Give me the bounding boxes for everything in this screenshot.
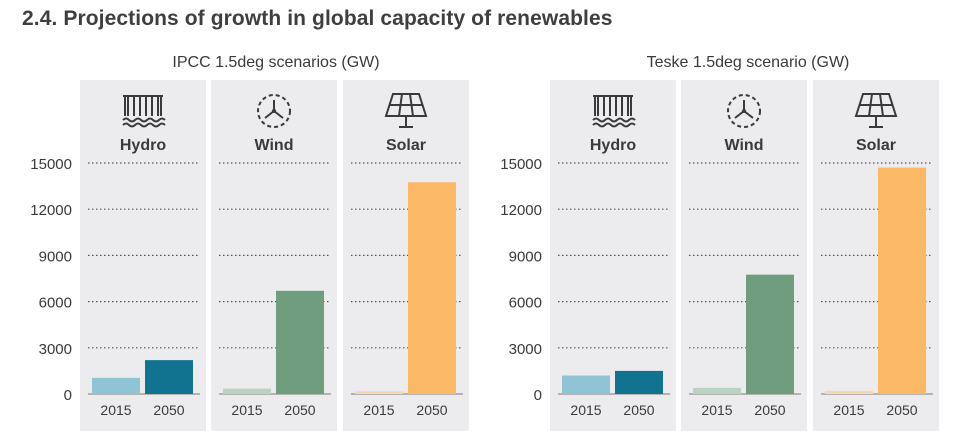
x-tick-label: 2015	[231, 402, 262, 418]
x-tick-label: 2015	[100, 402, 131, 418]
bar	[408, 182, 456, 394]
y-tick-label: 3000	[39, 341, 72, 358]
y-tick-label: 6000	[509, 295, 542, 312]
x-tick-label: 2050	[284, 402, 315, 418]
hydro-dam-icon	[592, 95, 636, 128]
bar	[825, 390, 873, 394]
panel-label: Wind	[725, 137, 764, 154]
solar-panel-icon	[854, 93, 898, 128]
x-tick-label: 2015	[570, 402, 601, 418]
bar	[145, 360, 193, 394]
y-tick-label: 3000	[509, 341, 542, 358]
panel-label: Solar	[856, 137, 896, 154]
bar	[693, 387, 741, 394]
y-tick-label: 15000	[500, 156, 542, 173]
x-tick-label: 2050	[153, 402, 184, 418]
y-tick-label: 12000	[30, 202, 72, 219]
bar	[355, 391, 403, 394]
chart-title: Teske 1.5deg scenario (GW)	[646, 54, 850, 71]
x-tick-label: 2050	[623, 402, 654, 418]
solar-panel-icon	[384, 93, 428, 128]
bar	[615, 370, 663, 394]
y-tick-label: 9000	[509, 248, 542, 265]
x-tick-label: 2015	[833, 402, 864, 418]
x-tick-label: 2050	[754, 402, 785, 418]
x-tick-label: 2050	[886, 402, 917, 418]
x-tick-label: 2050	[416, 402, 447, 418]
wind-turbine-icon	[257, 94, 291, 128]
y-tick-label: 0	[64, 387, 72, 404]
bar	[878, 167, 926, 394]
bar	[92, 377, 140, 394]
bar	[223, 388, 271, 394]
bar	[746, 274, 794, 394]
bar	[276, 290, 324, 394]
y-tick-label: 9000	[39, 248, 72, 265]
bar	[562, 375, 610, 394]
y-tick-label: 0	[534, 387, 542, 404]
panel-label: Hydro	[120, 137, 166, 154]
panel-label: Wind	[255, 137, 294, 154]
chart-title: IPCC 1.5deg scenarios (GW)	[172, 54, 380, 71]
x-tick-label: 2015	[701, 402, 732, 418]
y-tick-label: 12000	[500, 202, 542, 219]
hydro-dam-icon	[122, 95, 166, 128]
y-tick-label: 15000	[30, 156, 72, 173]
wind-turbine-icon	[727, 94, 761, 128]
x-tick-label: 2015	[363, 402, 394, 418]
y-tick-label: 6000	[39, 295, 72, 312]
page-title: 2.4. Projections of growth in global cap…	[22, 7, 613, 30]
panel-label: Hydro	[590, 137, 636, 154]
panel-label: Solar	[386, 137, 426, 154]
